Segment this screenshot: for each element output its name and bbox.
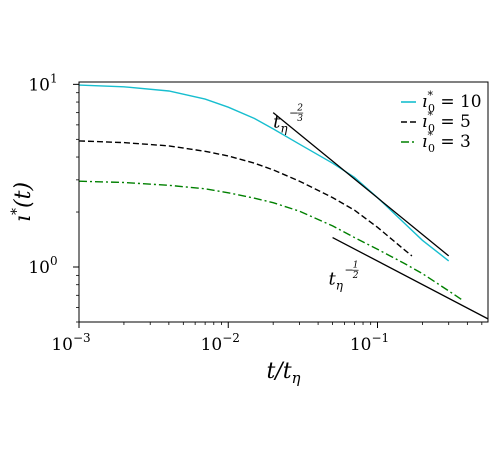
legend-sup: * xyxy=(427,129,433,142)
slope-label-1: tη xyxy=(273,112,288,136)
y-tick-exp: 1 xyxy=(50,71,58,85)
reference-line-1 xyxy=(272,112,450,257)
y-tick-base: 10 xyxy=(28,258,50,278)
y-axis-label: ı*(t) xyxy=(9,182,36,222)
y-axis-label-base: ı xyxy=(11,215,36,222)
legend-value: = 10 xyxy=(435,92,482,112)
slope-label-base: t xyxy=(329,269,337,290)
y-axis-label-arg: (t) xyxy=(11,182,36,208)
legend-sup: * xyxy=(427,89,433,102)
legend-symbol: ı xyxy=(422,112,427,132)
legend-symbol: ı xyxy=(422,92,427,112)
reference-line-2 xyxy=(332,236,488,320)
plot-frame xyxy=(78,81,489,323)
x-axis-label-sub: η xyxy=(292,369,301,387)
legend-sub: 0 xyxy=(428,142,435,155)
reference-lines xyxy=(272,112,488,320)
legend-label-1: ı* 0 = 10 xyxy=(422,89,482,115)
legend-sup: * xyxy=(427,109,433,122)
x-axis-label-main: t/t xyxy=(266,359,291,384)
legend: ı* 0 = 10ı* 0 = 5ı* 0 = 3 xyxy=(401,89,482,155)
x-tick-label: 10−1 xyxy=(350,331,389,355)
x-tick-base: 10 xyxy=(51,335,73,355)
x-tick-label: 10−2 xyxy=(201,331,240,355)
series-line-2 xyxy=(79,140,413,257)
legend-sub: 0 xyxy=(428,122,435,135)
y-tick-exp: 0 xyxy=(50,254,58,268)
legend-value: = 3 xyxy=(435,132,471,152)
slope-label-exp-num: 1 xyxy=(353,261,359,271)
slope-label-exp-den: 3 xyxy=(297,114,303,124)
legend-value: = 5 xyxy=(435,112,471,132)
slope-label-sub: η xyxy=(336,279,344,293)
y-tick-label: 101 xyxy=(28,71,57,95)
y-tick-base: 10 xyxy=(28,75,50,95)
legend-label-2: ı* 0 = 5 xyxy=(422,109,471,135)
slope-label-exp-num: 2 xyxy=(296,104,303,114)
slope-label-2: tη xyxy=(329,269,344,293)
series-layer xyxy=(79,84,463,301)
x-tick-base: 10 xyxy=(201,335,223,355)
slope-label-exp-sign: − xyxy=(289,107,298,120)
x-tick-exp: −3 xyxy=(73,331,91,345)
slope-label-base: t xyxy=(273,112,281,133)
y-tick-label: 100 xyxy=(28,254,57,278)
x-tick-base: 10 xyxy=(350,335,372,355)
x-tick-exp: −2 xyxy=(222,331,240,345)
y-axis-label-star: * xyxy=(9,208,25,215)
legend-symbol: ı xyxy=(422,132,427,152)
legend-label-3: ı* 0 = 3 xyxy=(422,129,471,155)
x-axis-label: t/tη xyxy=(266,359,300,387)
x-tick-exp: −1 xyxy=(371,331,389,345)
x-tick-label: 10−3 xyxy=(51,331,90,355)
slope-label-sub: η xyxy=(280,122,288,136)
slope-label-exp-sign: − xyxy=(345,264,354,277)
legend-sub: 0 xyxy=(428,102,435,115)
series-line-3 xyxy=(79,180,463,301)
slope-label-exp-den: 2 xyxy=(352,271,359,281)
series-line-1 xyxy=(79,84,450,262)
